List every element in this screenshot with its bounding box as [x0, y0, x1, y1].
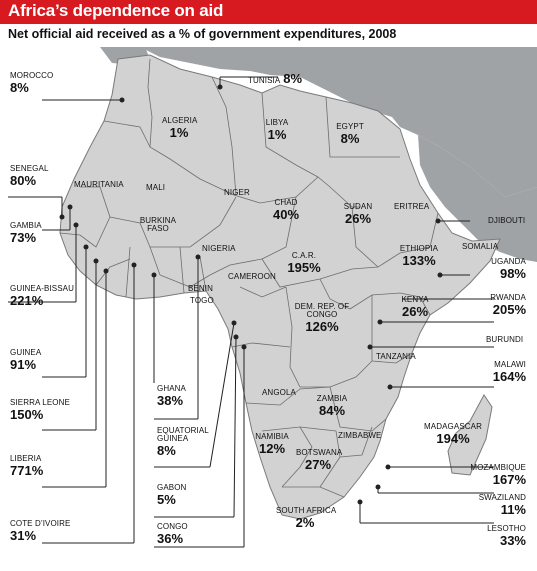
map-label-benin: BENIN	[188, 284, 213, 293]
country-label-madagascar: MADAGASCAR 194%	[424, 422, 482, 446]
map-label-cameroon: CAMEROON	[228, 272, 276, 281]
arabia-landmass	[418, 135, 537, 262]
map-label-burundi: BURUNDI	[486, 335, 524, 344]
map-label-somalia: SOMALIA	[462, 242, 499, 251]
country-label-malawi: MALAWI 164%	[492, 360, 526, 384]
map-label-nigeria: NIGERIA	[202, 244, 236, 253]
country-label-lesotho: LESOTHO 33%	[487, 524, 526, 548]
map-label-togo: TOGO	[190, 296, 214, 305]
country-label-car: C.A.R. 195%	[287, 251, 321, 275]
country-label-cote-divoire: COTE D’IVOIRE 31%	[10, 519, 71, 543]
title-bar: Africa’s dependence on aid	[0, 0, 537, 24]
country-label-senegal: SENEGAL 80%	[10, 164, 49, 188]
subtitle: Net official aid received as a % of gove…	[8, 27, 397, 41]
country-label-libya: LIBYA 1%	[265, 118, 289, 142]
country-label-egypt: EGYPT 8%	[336, 122, 364, 146]
country-label-namibia: NAMIBIA 12%	[255, 432, 289, 456]
country-label-sierra-leone: SIERRA LEONE 150%	[10, 398, 70, 422]
country-label-morocco: MOROCCO 8%	[10, 71, 54, 95]
country-label-guinea: GUINEA 91%	[10, 348, 42, 372]
map-label-eritrea: ERITREA	[394, 202, 430, 211]
country-label-sudan: SUDAN 26%	[343, 202, 373, 226]
map-graphic	[8, 47, 537, 548]
country-borders	[59, 58, 439, 498]
country-label-ghana: GHANA 38%	[157, 384, 186, 408]
title: Africa’s dependence on aid	[8, 1, 224, 20]
country-label-zambia: ZAMBIA 84%	[316, 394, 348, 418]
country-label-tunisia: TUNISIA 8%	[248, 71, 303, 86]
map-label-tanzania: TANZANIA	[376, 352, 416, 361]
location-dots	[59, 84, 443, 505]
country-label-chad: CHAD 40%	[272, 198, 300, 222]
country-label-uganda: UGANDA 98%	[491, 257, 526, 281]
map-label-zimbabwe: ZIMBABWE	[338, 431, 382, 440]
country-label-guinea-bissau: GUINEA-BISSAU 221%	[10, 284, 74, 308]
country-label-gabon: GABON 5%	[157, 483, 187, 507]
country-label-rwanda: RWANDA 205%	[490, 293, 526, 317]
map-label-niger: NIGER	[224, 188, 250, 197]
map-label-mauritania: MAURITANIA	[74, 180, 124, 189]
country-label-botswana: BOTSWANA 27%	[296, 448, 343, 472]
map-label-djibouti: DJIBOUTI	[488, 216, 526, 225]
country-label-kenya: KENYA 26%	[401, 295, 429, 319]
europe-landmass	[140, 47, 537, 197]
country-label-liberia: LIBERIA 771%	[10, 454, 44, 478]
country-label-mozambique: MOZAMBIQUE 167%	[470, 463, 526, 487]
map-label-angola: ANGOLA	[262, 388, 296, 397]
country-label-gambia: GAMBIA 73%	[10, 221, 42, 245]
leader-lines	[8, 76, 494, 548]
madagascar-landmass	[447, 394, 493, 476]
country-label-drc: DEM. REP. OF CONGO 126%	[294, 302, 350, 334]
country-label-congo: CONGO 36%	[157, 522, 188, 546]
country-label-equatorial-guinea: EQUATORIAL GUINEA 8%	[157, 426, 209, 458]
country-label-ethiopia: ETHIOPIA 133%	[399, 244, 439, 268]
africa-map: MOROCCO 8% TUNISIA 8% ALGERIA 1% LIBYA 1% EG…	[0, 47, 537, 571]
map-label-mali: MALI	[146, 183, 166, 192]
map-label-burkina-faso: BURKINA FASO	[139, 216, 177, 233]
country-label-swaziland: SWAZILAND 11%	[478, 493, 526, 517]
country-label-south-africa: SOUTH AFRICA 2%	[276, 506, 337, 530]
country-label-algeria: ALGERIA 1%	[162, 116, 198, 140]
